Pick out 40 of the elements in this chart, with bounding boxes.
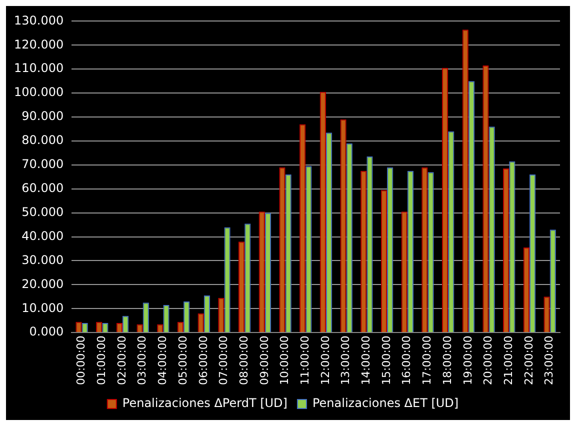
- x-tick-label: 09:00:00: [258, 336, 271, 386]
- x-tick-label: 05:00:00: [176, 336, 190, 386]
- x-tick-label: 12:00:00: [318, 336, 332, 386]
- y-tick-label: 100.000: [14, 85, 64, 100]
- y-tick-label: 60.000: [22, 181, 64, 195]
- x-tick-label: 10:00:00: [278, 336, 292, 386]
- y-tick-label: 120.000: [14, 37, 64, 52]
- y-tick-label: 20.000: [22, 276, 64, 291]
- y-tick-label: 30.000: [22, 252, 64, 267]
- y-tick-label: 110.000: [14, 61, 64, 76]
- x-tick-label: 02:00:00: [115, 336, 128, 386]
- y-tick-label: 10.000: [22, 300, 64, 315]
- y-tick-label: 90.000: [22, 109, 64, 124]
- x-tick-label: 01:00:00: [95, 336, 108, 386]
- legend-label: Penalizaciones ΔET [UD]: [312, 396, 459, 410]
- y-tick-label: 40.000: [22, 228, 64, 243]
- legend-label: Penalizaciones ΔPerdT [UD]: [122, 396, 288, 410]
- x-tick-label: 08:00:00: [237, 336, 250, 386]
- x-tick-label: 03:00:00: [136, 336, 149, 386]
- y-tick-label: 80.000: [22, 133, 64, 148]
- x-tick-label: 11:00:00: [298, 336, 312, 386]
- x-tick-label: 17:00:00: [420, 336, 434, 386]
- x-tick-label: 00:00:00: [74, 336, 88, 386]
- x-tick-label: 18:00:00: [440, 336, 454, 386]
- x-tick-label: 13:00:00: [339, 336, 352, 386]
- y-tick-label: 0.000: [29, 324, 64, 339]
- y-tick-label: 70.000: [22, 157, 64, 172]
- x-tick-label: 16:00:00: [400, 336, 414, 386]
- x-tick-label: 21:00:00: [502, 336, 515, 386]
- x-tick-label: 22:00:00: [522, 336, 536, 386]
- x-tick-label: 23:00:00: [542, 336, 556, 386]
- x-tick-label: 14:00:00: [360, 336, 373, 386]
- x-tick-label: 20:00:00: [482, 336, 495, 386]
- x-tick-label: 07:00:00: [217, 336, 230, 386]
- x-tick-label: 15:00:00: [380, 336, 393, 386]
- x-tick-label: 06:00:00: [196, 336, 210, 386]
- x-tick-label: 04:00:00: [156, 336, 170, 386]
- x-tick-label: 19:00:00: [461, 336, 474, 386]
- y-tick-label: 130.000: [14, 13, 64, 28]
- y-tick-label: 50.000: [22, 204, 64, 219]
